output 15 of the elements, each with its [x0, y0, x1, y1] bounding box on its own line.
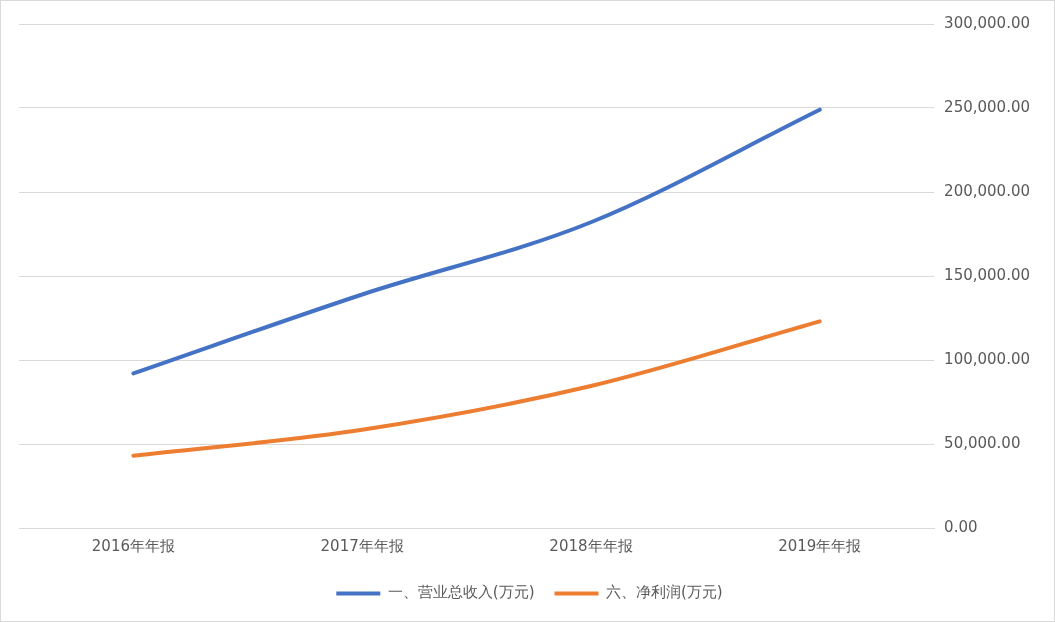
line-series — [131, 319, 822, 458]
legend-label: 六、净利润(万元) — [606, 583, 723, 602]
y-tick-label: 50,000.00 — [944, 433, 1021, 452]
x-tick-label: 2017年年报 — [320, 536, 404, 555]
y-tick-label: 150,000.00 — [944, 265, 1031, 284]
y-tick-label: 200,000.00 — [944, 181, 1031, 200]
y-tick-label: 100,000.00 — [944, 349, 1031, 368]
x-tick-label: 2018年年报 — [549, 536, 633, 555]
y-tick-label: 250,000.00 — [944, 97, 1031, 116]
x-tick-label: 2016年年报 — [91, 536, 175, 555]
y-tick-label: 0.00 — [944, 517, 978, 536]
legend-label: 一、营业总收入(万元) — [387, 583, 535, 602]
line-series — [131, 107, 822, 376]
x-tick-label: 2019年年报 — [778, 536, 862, 555]
y-tick-label: 300,000.00 — [944, 13, 1031, 32]
